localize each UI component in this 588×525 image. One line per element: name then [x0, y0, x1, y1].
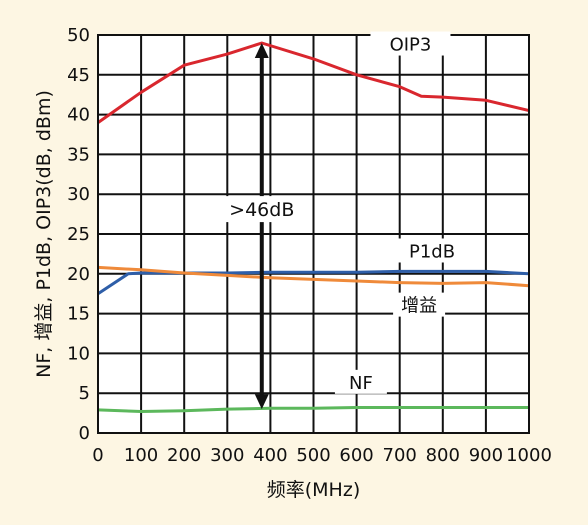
y-tick-label: 25 — [67, 224, 90, 245]
series-labels: OIP3 P1dB 增益 NF — [334, 31, 473, 394]
y-tick-label: 5 — [79, 383, 90, 404]
x-tick-label: 0 — [92, 445, 103, 466]
x-tick-label: 200 — [167, 445, 201, 466]
series-label-bg — [392, 238, 473, 263]
y-tick-label: 15 — [67, 304, 90, 325]
annotation-layer: >46dB — [223, 42, 298, 410]
y-axis-label: NF, 增益, P1dB, OIP3(dB, dBm) — [33, 90, 55, 378]
series-line-gain — [97, 265, 530, 288]
series-line-nf — [97, 406, 529, 413]
series-line-p1db — [97, 269, 530, 295]
series-layer — [97, 41, 530, 413]
x-tick-label: 800 — [426, 445, 460, 466]
y-tick-label: 30 — [67, 184, 90, 205]
x-tick-label: 300 — [210, 445, 244, 466]
y-tick-label: 10 — [67, 343, 90, 364]
y-tick-label: 40 — [67, 105, 90, 126]
x-tick-label: 400 — [253, 445, 287, 466]
y-tick-label: 45 — [67, 65, 90, 86]
x-tick-label: 100 — [124, 445, 158, 466]
series-label-gain: 增益 — [401, 296, 437, 317]
series-line-oip3 — [97, 41, 530, 124]
x-tick-label: 500 — [296, 445, 330, 466]
series-label-bg — [393, 292, 446, 317]
y-tick-label: 50 — [67, 25, 90, 46]
y-tick-label: 0 — [79, 423, 90, 444]
series-label-bg — [370, 31, 451, 56]
y-tick-label: 20 — [67, 264, 90, 285]
series-label-p1db: P1dB — [409, 241, 455, 262]
x-tick-label: 1000 — [506, 445, 552, 466]
tick-labels: 0 100 200 300 400 500 600 700 800 900 1000 0 5 10 15 20… — [67, 25, 552, 466]
series-label-bg — [334, 369, 387, 394]
difference-label: >46dB — [229, 199, 294, 221]
x-tick-label: 900 — [469, 445, 503, 466]
x-tick-label: 600 — [339, 445, 373, 466]
x-axis-label: 频率(MHz) — [267, 479, 360, 501]
difference-arrow: >46dB — [223, 42, 298, 410]
x-tick-label: 700 — [383, 445, 417, 466]
series-label-nf: NF — [349, 373, 373, 394]
plot-frame — [97, 34, 530, 434]
series-label-oip3: OIP3 — [390, 35, 432, 56]
y-tick-label: 35 — [67, 144, 90, 165]
